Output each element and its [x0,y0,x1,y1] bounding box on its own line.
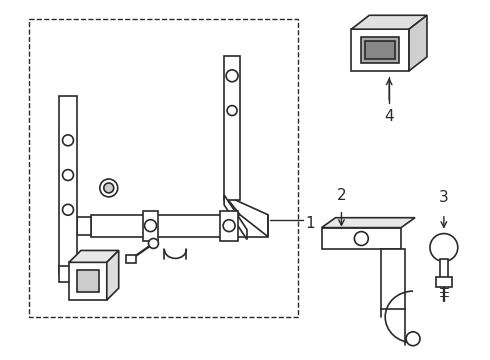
Polygon shape [321,228,401,249]
Polygon shape [321,218,415,228]
Circle shape [63,204,74,215]
Polygon shape [77,217,91,235]
Circle shape [226,70,238,82]
Text: 4: 4 [384,109,394,124]
Circle shape [223,220,235,231]
Circle shape [100,179,118,197]
Circle shape [145,220,156,231]
Polygon shape [409,15,427,71]
Circle shape [63,135,74,146]
Circle shape [227,105,237,116]
Polygon shape [77,270,99,292]
Polygon shape [143,211,158,240]
Circle shape [406,332,420,346]
Circle shape [430,234,458,261]
Circle shape [148,238,158,248]
Polygon shape [220,211,238,240]
Circle shape [354,231,368,246]
Polygon shape [125,255,136,264]
Polygon shape [440,260,448,279]
Polygon shape [59,266,114,282]
Polygon shape [69,262,107,300]
Polygon shape [224,195,268,237]
Text: 1: 1 [306,216,315,231]
Bar [29,19,298,317]
Polygon shape [91,215,268,237]
Polygon shape [107,251,119,300]
Polygon shape [351,29,409,71]
Polygon shape [351,15,427,29]
Polygon shape [69,251,119,262]
Polygon shape [224,195,247,239]
Bar [361,37,399,63]
Text: 2: 2 [337,188,346,203]
Circle shape [63,170,74,180]
Polygon shape [436,277,452,287]
Text: 3: 3 [439,190,449,205]
Polygon shape [381,249,405,309]
Polygon shape [224,56,240,200]
Circle shape [104,183,114,193]
Bar [366,41,395,59]
Polygon shape [59,96,77,274]
